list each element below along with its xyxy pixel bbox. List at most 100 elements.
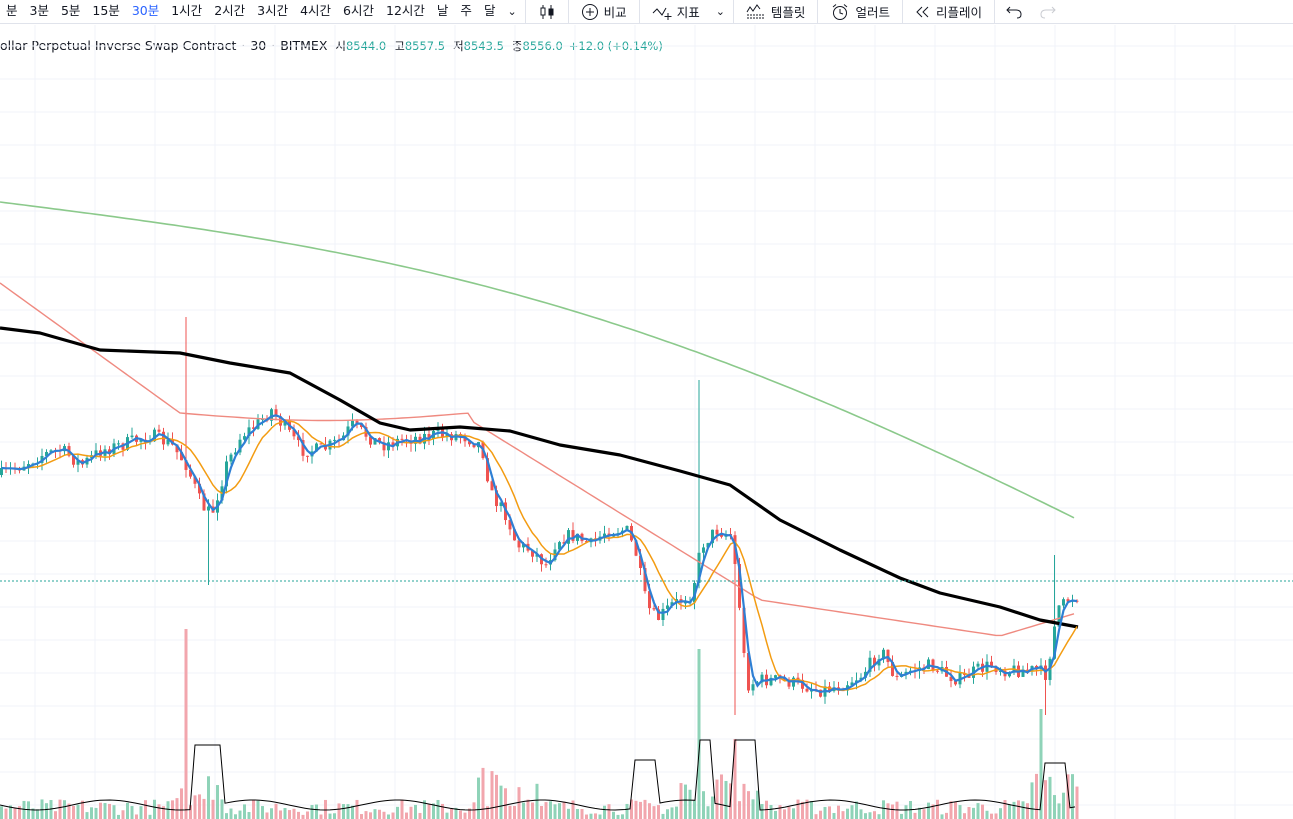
candle-body xyxy=(877,659,881,666)
volume-bar xyxy=(778,805,782,819)
candle-body xyxy=(787,679,791,687)
ma-green-line xyxy=(0,201,1075,519)
volume-bar xyxy=(72,805,75,819)
volume-bar xyxy=(274,803,278,819)
volume-bar xyxy=(625,803,629,819)
timeframe-chevron-down-icon[interactable]: ⌄ xyxy=(507,5,517,18)
templates-icon xyxy=(746,3,765,18)
timeframe-button-3[interactable]: 15분 xyxy=(92,2,120,18)
candle-body xyxy=(742,607,746,653)
indicators-chevron-down-icon[interactable]: ⌄ xyxy=(715,5,725,18)
candle-body xyxy=(490,481,494,491)
volume-bar xyxy=(558,803,561,819)
redo-button[interactable] xyxy=(1031,0,1065,24)
volume-bar xyxy=(652,806,656,819)
volume-bar xyxy=(423,800,426,819)
candle-body xyxy=(774,675,777,678)
timeframe-button-9[interactable]: 6시간 xyxy=(343,2,374,18)
volume-bar xyxy=(360,814,363,819)
undo-icon xyxy=(1006,6,1022,18)
candle-body xyxy=(850,682,854,686)
candle-body xyxy=(954,681,957,685)
volume-bar xyxy=(999,808,1002,819)
volume-bar xyxy=(292,808,296,819)
price-chart[interactable] xyxy=(0,25,1293,819)
timeframe-button-5[interactable]: 1시간 xyxy=(171,2,203,18)
volume-bar xyxy=(135,814,138,819)
compare-button[interactable]: 비교 xyxy=(571,0,637,24)
chart-type-button[interactable] xyxy=(528,0,566,24)
candle-body xyxy=(279,416,282,426)
candle-body xyxy=(355,420,359,424)
volume-bar xyxy=(544,802,548,819)
volume-bar xyxy=(549,801,552,819)
volume-bar xyxy=(846,808,849,819)
volume-bar xyxy=(589,813,593,819)
candle-body xyxy=(891,662,894,676)
toolbar-divider xyxy=(817,0,819,24)
timeframe-button-13[interactable]: 달 xyxy=(483,2,496,18)
timeframe-button-0[interactable]: 분 xyxy=(6,2,18,18)
volume-bar xyxy=(855,801,858,819)
indicators-label: 지표 xyxy=(676,5,700,20)
candle-body xyxy=(706,543,710,548)
timeframe-button-11[interactable]: 날 xyxy=(436,2,449,18)
volume-bar xyxy=(936,799,939,819)
timeframe-button-1[interactable]: 3분 xyxy=(29,2,49,18)
timeframe-button-6[interactable]: 2시간 xyxy=(214,2,246,18)
volume-bar xyxy=(828,806,831,819)
candle-body xyxy=(373,438,377,445)
timeframe-button-10[interactable]: 12시간 xyxy=(386,2,425,18)
volume-bar xyxy=(895,801,899,819)
timeframe-button-12[interactable]: 주 xyxy=(460,2,472,18)
volume-bar xyxy=(445,812,449,819)
templates-button[interactable]: 템플릿 xyxy=(736,0,816,24)
volume-bar xyxy=(531,802,534,819)
volume-bar xyxy=(328,813,332,819)
volume-bar xyxy=(180,788,183,819)
volume-bar xyxy=(724,780,728,819)
volume-bar xyxy=(49,800,53,819)
alert-button[interactable]: 얼러트 xyxy=(820,0,900,24)
volume-bar xyxy=(310,805,314,819)
volume-bar xyxy=(378,809,381,819)
candle-body xyxy=(247,427,251,437)
volume-bar xyxy=(513,805,516,819)
volume-bar xyxy=(184,629,188,819)
candle-body xyxy=(274,409,278,417)
volume-bar xyxy=(279,810,282,819)
volume-bar xyxy=(963,813,966,819)
volume-bar xyxy=(252,799,255,819)
candle-body xyxy=(180,452,183,461)
timeframe-button-2[interactable]: 5분 xyxy=(60,2,81,18)
indicators-button[interactable]: 지표 xyxy=(642,0,710,24)
volume-bar xyxy=(639,801,642,819)
undo-button[interactable] xyxy=(997,0,1031,24)
timeframe-button-4[interactable]: 30분 xyxy=(131,2,160,18)
timeframe-button-8[interactable]: 4시간 xyxy=(300,2,332,18)
indicators-icon xyxy=(652,7,672,20)
volume-bar xyxy=(864,813,867,819)
candle-body xyxy=(499,502,503,507)
replay-button[interactable]: 리플레이 xyxy=(905,0,992,24)
volume-bar xyxy=(1003,800,1007,819)
compare-label: 비교 xyxy=(603,5,627,20)
volume-bar xyxy=(1021,801,1025,819)
volume-bar xyxy=(112,805,116,819)
candle-body xyxy=(445,434,449,437)
volume-bar xyxy=(801,801,804,819)
candle-body xyxy=(202,493,206,511)
timeframe-button-7[interactable]: 3시간 xyxy=(257,2,289,18)
volume-bar xyxy=(301,814,305,819)
volume-bar xyxy=(657,805,660,819)
candle-body xyxy=(495,490,498,507)
candle-body xyxy=(49,450,53,452)
volume-bar xyxy=(760,804,764,819)
volume-bar xyxy=(333,813,336,819)
candle-body xyxy=(715,529,719,535)
volume-bar xyxy=(220,799,224,819)
candle-body xyxy=(517,540,521,548)
volume-bar xyxy=(157,804,161,819)
volume-bar xyxy=(99,802,102,819)
candle-body xyxy=(315,443,318,452)
